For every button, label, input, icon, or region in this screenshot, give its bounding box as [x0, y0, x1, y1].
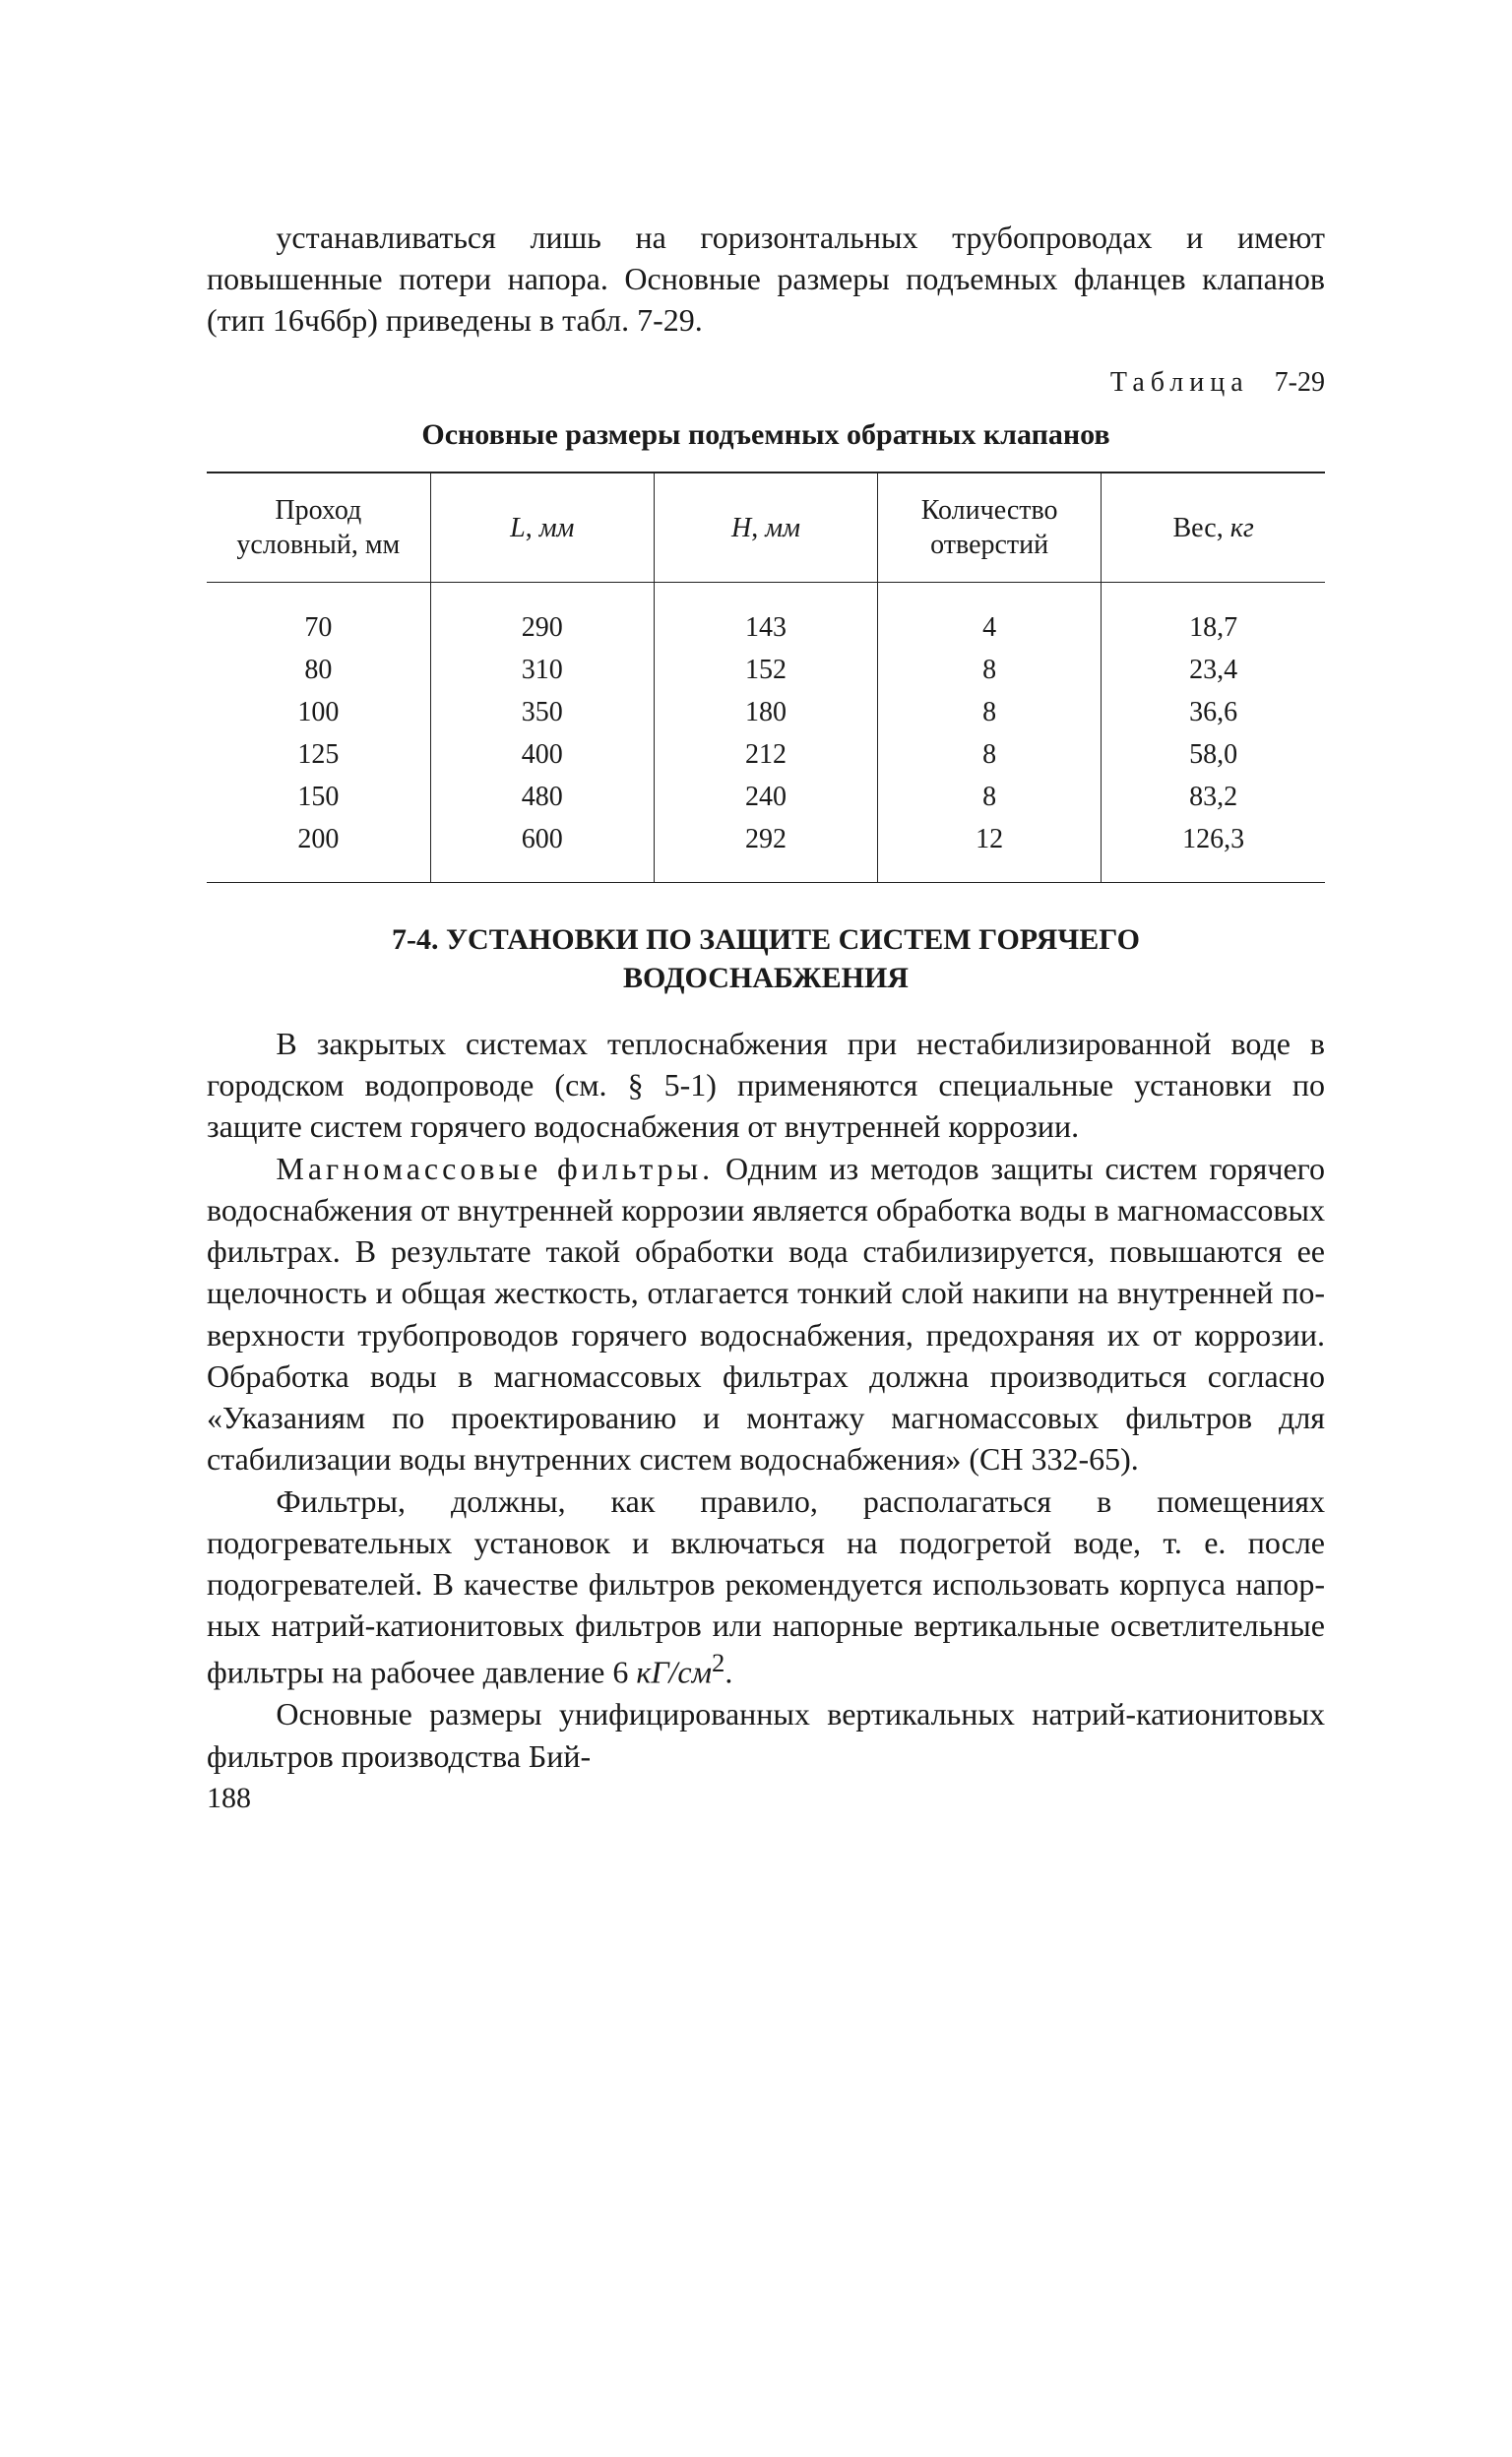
cell: 310	[430, 650, 654, 692]
table-label-number: 7-29	[1275, 367, 1325, 398]
col-header-L: L, мм	[430, 473, 654, 583]
cell: 350	[430, 692, 654, 734]
cell: 400	[430, 734, 654, 777]
cell: 480	[430, 777, 654, 819]
table-row: 150 480 240 8 83,2	[207, 777, 1325, 819]
cell: 83,2	[1102, 777, 1325, 819]
cell: 152	[654, 650, 877, 692]
table-title: Основные размеры подъемных обратных клап…	[207, 415, 1325, 455]
cell: 600	[430, 819, 654, 882]
cell: 8	[878, 692, 1102, 734]
cell: 70	[207, 583, 430, 650]
cell: 292	[654, 819, 877, 882]
cell: 125	[207, 734, 430, 777]
body-para-4: Основные размеры унифицированных вертика…	[207, 1693, 1325, 1776]
col-header-weight: Вес, кг	[1102, 473, 1325, 583]
cell: 240	[654, 777, 877, 819]
col-header-holes: Количество отверстий	[878, 473, 1102, 583]
cell: 18,7	[1102, 583, 1325, 650]
cell: 58,0	[1102, 734, 1325, 777]
body-para-1: В закрытых системах теплоснабжения при н…	[207, 1023, 1325, 1148]
table-row: 200 600 292 12 126,3	[207, 819, 1325, 882]
cell: 100	[207, 692, 430, 734]
cell: 143	[654, 583, 877, 650]
table-header-row: Проход условный, мм L, мм H, мм Количест…	[207, 473, 1325, 583]
section-heading-line-1: 7-4. УСТАНОВКИ ПО ЗАЩИТЕ СИСТЕМ ГОРЯЧЕГО	[392, 923, 1140, 956]
table-row: 70 290 143 4 18,7	[207, 583, 1325, 650]
table-row: 100 350 180 8 36,6	[207, 692, 1325, 734]
cell: 36,6	[1102, 692, 1325, 734]
cell: 23,4	[1102, 650, 1325, 692]
cell: 8	[878, 777, 1102, 819]
cell: 180	[654, 692, 877, 734]
cell: 290	[430, 583, 654, 650]
table-label: Таблица 7-29	[207, 365, 1325, 402]
intro-paragraph: устанавливаться лишь на горизонтальных т…	[207, 217, 1325, 342]
table-row: 80 310 152 8 23,4	[207, 650, 1325, 692]
table-row: 125 400 212 8 58,0	[207, 734, 1325, 777]
table-label-word: Таблица	[1110, 367, 1249, 398]
cell: 12	[878, 819, 1102, 882]
col-header-passage: Проход условный, мм	[207, 473, 430, 583]
cell: 150	[207, 777, 430, 819]
body-para-2: Магномассовые фильтры. Одним из методов …	[207, 1148, 1325, 1480]
cell: 80	[207, 650, 430, 692]
cell: 4	[878, 583, 1102, 650]
valve-dimensions-table: Проход условный, мм L, мм H, мм Количест…	[207, 473, 1325, 882]
section-heading-line-2: ВОДОСНАБЖЕНИЯ	[623, 962, 909, 994]
cell: 212	[654, 734, 877, 777]
cell: 8	[878, 734, 1102, 777]
cell: 200	[207, 819, 430, 882]
cell: 8	[878, 650, 1102, 692]
body-para-2-rest: Одним из методов защиты систем горячего …	[207, 1151, 1325, 1478]
cell: 126,3	[1102, 819, 1325, 882]
body-para-2-lead: Магномассовые фильтры.	[276, 1151, 714, 1186]
body-para-3: Фильтры, должны, как правило, располагат…	[207, 1480, 1325, 1694]
section-heading: 7-4. УСТАНОВКИ ПО ЗАЩИТЕ СИСТЕМ ГОРЯЧЕГО…	[290, 920, 1241, 997]
col-header-H: H, мм	[654, 473, 877, 583]
page-number: 188	[207, 1779, 1325, 1818]
